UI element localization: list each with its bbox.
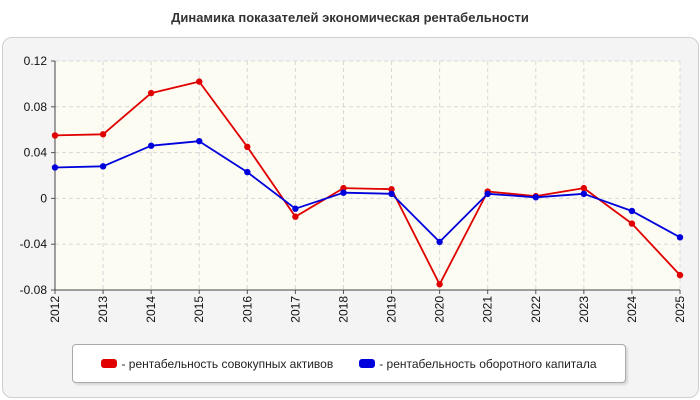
series-point-1: [196, 137, 203, 145]
series-point-0: [147, 89, 155, 97]
y-tick-label: 0.04: [24, 146, 48, 160]
y-tick-label: 0.08: [24, 100, 48, 114]
series-group: [51, 78, 684, 288]
series-point-1: [244, 168, 251, 176]
x-tick-label: 2017: [288, 296, 302, 323]
legend: - рентабельность совокупных активов - ре…: [72, 344, 626, 383]
x-tick-label: 2016: [240, 296, 254, 323]
x-tick-label: 2015: [192, 296, 206, 323]
y-tick-label: -0.04: [20, 237, 48, 251]
legend-item-assets: - рентабельность совокупных активов: [101, 357, 333, 371]
chart-title: Динамика показателей экономическая рента…: [171, 10, 529, 25]
series-point-1: [99, 163, 107, 170]
series-point-1: [292, 205, 299, 212]
y-tick-labels: 0.12 0.08 0.04 0 -0.04 -0.08: [20, 54, 48, 297]
series-line-1: [54, 140, 681, 243]
x-tick-label: 2021: [481, 296, 495, 323]
series-point-1: [484, 190, 491, 198]
series-line-0: [54, 80, 681, 286]
legend-label-working-capital: - рентабельность оборотного капитала: [379, 356, 597, 371]
y-tick-label: -0.08: [20, 283, 48, 297]
x-tick-label: 2025: [673, 296, 687, 323]
series-point-0: [196, 78, 203, 85]
series-point-1: [580, 190, 588, 198]
series-point-0: [340, 184, 347, 192]
axes: [51, 60, 681, 294]
legend-swatch-working-capital: [359, 359, 376, 368]
legend-item-working-capital: - рентабельность оборотного капитала: [359, 356, 597, 371]
x-tick-labels: 2012 2013 2014 2015 2016 2017 2018 2019 2020 2021…: [48, 296, 687, 323]
y-tick-label: 0.12: [24, 54, 48, 68]
x-tick-label: 2024: [625, 296, 639, 323]
series-point-1: [532, 194, 539, 201]
series-point-0: [580, 184, 588, 192]
x-tick-label: 2019: [385, 296, 399, 323]
x-tick-label: 2018: [336, 296, 350, 323]
series-point-1: [340, 189, 347, 196]
series-point-0: [436, 281, 443, 288]
x-tick-label: 2012: [48, 296, 62, 323]
x-tick-label: 2013: [96, 296, 110, 323]
series-point-0: [51, 132, 59, 139]
x-tick-label: 2020: [433, 296, 447, 323]
plot-area: [55, 61, 680, 290]
series-point-1: [388, 190, 395, 198]
x-tick-label: 2023: [577, 296, 591, 323]
series-point-0: [628, 220, 636, 227]
x-tick-label: 2022: [529, 296, 543, 323]
series-point-0: [99, 131, 107, 138]
legend-label-assets: - рентабельность совокупных активов: [121, 356, 334, 371]
series-point-0: [244, 143, 251, 151]
x-tick-label: 2014: [144, 296, 158, 323]
legend-swatch-assets: [101, 359, 118, 368]
y-tick-label: 0: [40, 191, 47, 205]
series-point-0: [676, 271, 684, 279]
series-point-0: [388, 186, 395, 193]
series-point-1: [147, 142, 155, 149]
series-point-1: [676, 234, 684, 241]
series-point-1: [628, 207, 636, 215]
series-point-0: [292, 213, 299, 220]
series-point-1: [51, 164, 59, 171]
series-point-1: [436, 238, 443, 246]
